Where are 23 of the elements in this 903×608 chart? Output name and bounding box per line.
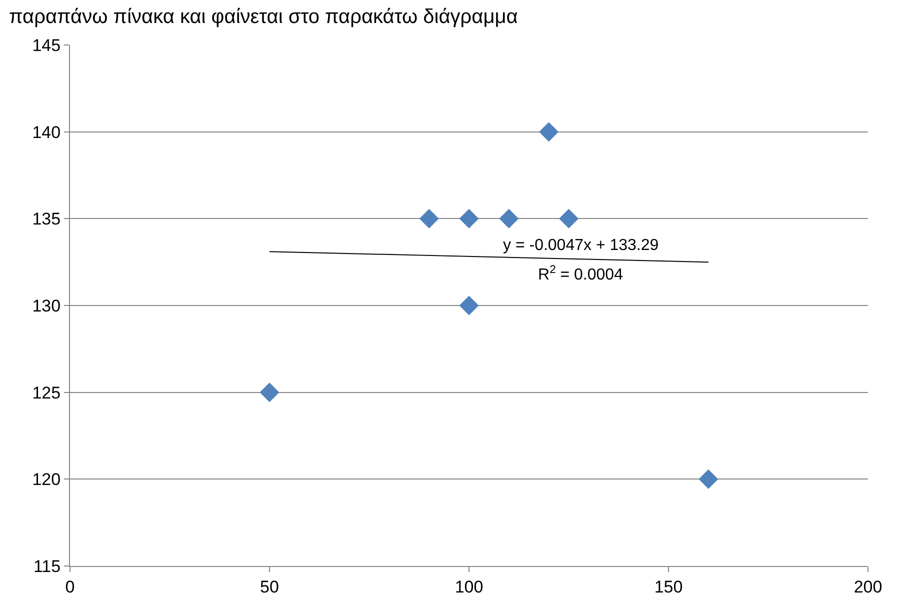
annotation: R$^{2}$ = 0.0004 xyxy=(538,264,624,284)
x-tick-label: 50 xyxy=(260,577,279,596)
point xyxy=(419,208,439,228)
x-tick-label: 200 xyxy=(854,577,882,596)
point xyxy=(559,208,578,228)
y-tick-label: 140 xyxy=(32,122,61,142)
chart-title: παραπάνω πίνακα και φαίνεται στο παρακάτω διάγραμμα xyxy=(9,6,518,28)
x-tick-label: 100 xyxy=(454,577,484,596)
y-tick-label: 145 xyxy=(32,36,61,55)
point xyxy=(499,208,519,228)
y-tick-label: 135 xyxy=(32,210,61,229)
point xyxy=(539,122,559,142)
y-tick-label: 115 xyxy=(33,556,61,576)
x-tick-label: 0 xyxy=(65,577,75,596)
y-tick-label: 125 xyxy=(32,383,61,402)
point xyxy=(459,208,479,228)
point xyxy=(260,382,280,402)
y-tick-label: 130 xyxy=(32,296,61,316)
x-tick-label: 150 xyxy=(654,577,683,596)
point xyxy=(698,469,718,489)
point xyxy=(459,296,479,316)
y-tick-label: 120 xyxy=(32,470,61,490)
annotation: y = -0.0047x + 133.29 xyxy=(503,237,659,254)
